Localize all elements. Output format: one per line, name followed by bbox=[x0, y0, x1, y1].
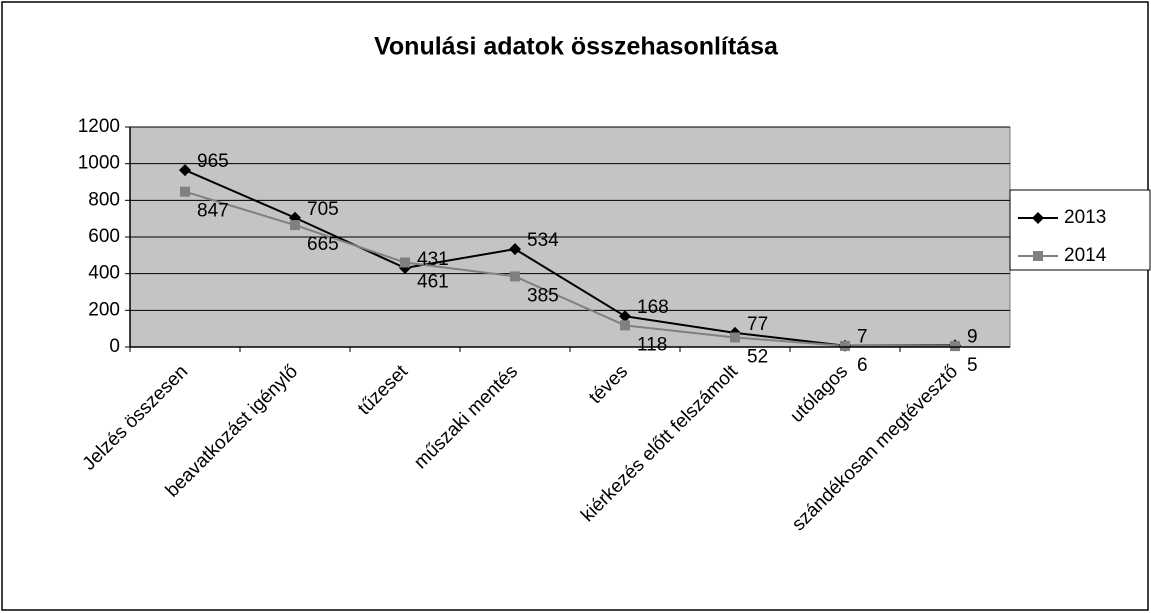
y-tick-label: 600 bbox=[88, 226, 120, 247]
y-tick-label: 0 bbox=[109, 336, 120, 357]
point bbox=[730, 332, 740, 343]
point bbox=[950, 341, 960, 352]
legend-marker bbox=[1032, 212, 1044, 224]
data-label: 168 bbox=[637, 297, 669, 318]
y-tick-label: 800 bbox=[88, 189, 120, 210]
data-label: 705 bbox=[307, 199, 339, 220]
data-label: 6 bbox=[857, 355, 868, 376]
point bbox=[400, 257, 410, 268]
data-label: 431 bbox=[417, 249, 449, 270]
point bbox=[180, 186, 190, 197]
y-tick-label: 1000 bbox=[78, 153, 120, 174]
data-label: 77 bbox=[747, 314, 768, 335]
chart-title: Vonulási adatok összehasonlítása bbox=[374, 33, 779, 61]
y-tick-label: 400 bbox=[88, 263, 120, 284]
point bbox=[619, 310, 631, 323]
y-tick-label: 200 bbox=[88, 299, 120, 320]
legend-label: 2014 bbox=[1064, 245, 1107, 266]
data-label: 847 bbox=[197, 201, 229, 222]
point bbox=[179, 164, 191, 177]
data-label: 385 bbox=[527, 285, 559, 306]
data-label: 461 bbox=[417, 271, 449, 292]
data-label: 665 bbox=[307, 234, 339, 255]
data-label: 534 bbox=[527, 230, 559, 251]
y-tick-label: 1200 bbox=[78, 116, 120, 137]
series-line bbox=[184, 190, 956, 348]
data-label: 52 bbox=[747, 346, 768, 367]
point bbox=[840, 340, 850, 351]
data-label: 965 bbox=[197, 151, 229, 172]
point bbox=[510, 271, 520, 282]
data-label: 5 bbox=[967, 355, 978, 376]
data-label: 118 bbox=[637, 334, 667, 355]
legend-marker bbox=[1033, 251, 1043, 261]
point bbox=[290, 220, 300, 231]
point bbox=[509, 243, 521, 256]
point bbox=[620, 320, 630, 331]
data-label: 9 bbox=[967, 326, 978, 347]
data-label: 7 bbox=[857, 327, 868, 348]
legend-label: 2013 bbox=[1064, 207, 1106, 228]
